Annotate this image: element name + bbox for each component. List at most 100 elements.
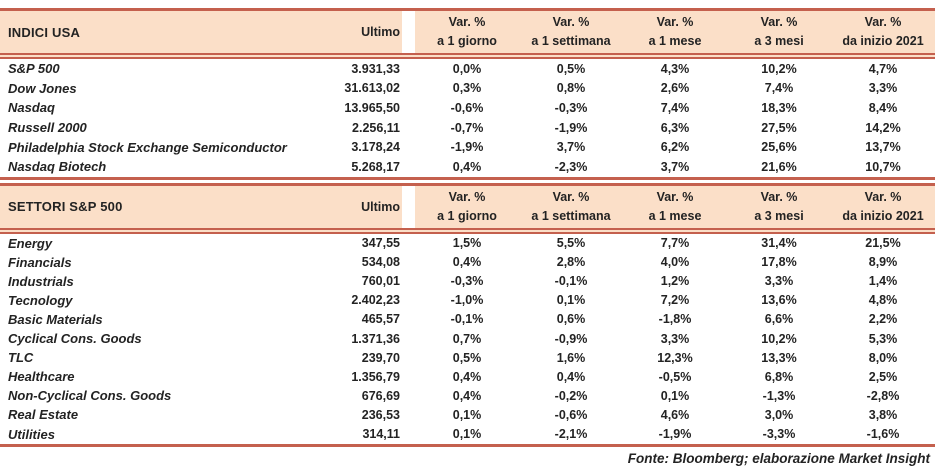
- table-row: Philadelphia Stock Exchange Semiconducto…: [0, 137, 935, 157]
- var-value: -1,8%: [658, 312, 692, 327]
- var-value: 0,7%: [452, 331, 482, 346]
- row-label: Nasdaq Biotech: [8, 159, 107, 175]
- table-row: Russell 2000 2.256,11 -0,7% -1,9% 6,3% 27,5% 1…: [0, 118, 935, 138]
- var-value: -0,3%: [554, 100, 588, 115]
- period-label: a 1 mese: [648, 34, 702, 48]
- table-row: S&P 500 3.931,33 0,0% 0,5% 4,3% 10,2% 4,7%: [0, 59, 935, 79]
- var-value: 6,8%: [764, 369, 794, 384]
- var-label: Var. %: [552, 189, 590, 204]
- var-value: 8,0%: [868, 350, 898, 365]
- period-label: da inizio 2021: [842, 208, 924, 223]
- var-value: 6,6%: [764, 312, 794, 327]
- var-value: 0,1%: [556, 293, 586, 308]
- var-value: 0,4%: [452, 159, 482, 174]
- var-value: 4,6%: [660, 407, 690, 422]
- var-value: 0,4%: [452, 255, 482, 270]
- var-value: -0,7%: [450, 120, 484, 135]
- row-label: Basic Materials: [8, 311, 103, 327]
- ultimo-value: 239,70: [361, 350, 400, 365]
- row-label: Philadelphia Stock Exchange Semiconducto…: [8, 139, 287, 155]
- column-header-var-3-mesi: Var. % a 3 mesi: [727, 11, 831, 53]
- var-value: 0,4%: [452, 369, 482, 384]
- var-value: 13,3%: [761, 350, 797, 365]
- var-value: 0,1%: [452, 427, 482, 442]
- var-value: 6,2%: [660, 140, 690, 155]
- period-label: a 3 mesi: [754, 34, 804, 48]
- var-value: 3,3%: [868, 81, 898, 96]
- var-label: Var. %: [760, 189, 798, 204]
- table-row: Tecnology 2.402,23 -1,0% 0,1% 7,2% 13,6% 4,8%: [0, 291, 935, 310]
- table-row: Cyclical Cons. Goods 1.371,36 0,7% -0,9% 3,3…: [0, 329, 935, 348]
- var-value: 3,7%: [556, 140, 586, 155]
- ultimo-value: 1.371,36: [351, 331, 400, 346]
- row-label: Nasdaq: [8, 100, 55, 116]
- indici-usa-body: S&P 500 3.931,33 0,0% 0,5% 4,3% 10,2% 4,7% Dow …: [0, 59, 935, 180]
- column-header-var-1-giorno: Var. % a 1 giorno: [415, 11, 519, 53]
- period-label: a 1 settimana: [531, 208, 611, 223]
- var-value: 0,4%: [452, 388, 482, 403]
- column-header-var-inizio-2021: Var. % da inizio 2021: [831, 11, 935, 53]
- var-value: 21,6%: [761, 159, 797, 174]
- column-header-var-1-settimana: Var. % a 1 settimana: [519, 185, 623, 228]
- row-label: Non-Cyclical Cons. Goods: [8, 388, 172, 404]
- column-header-var-1-settimana: Var. % a 1 settimana: [519, 11, 623, 53]
- column-header-var-1-mese: Var. % a 1 mese: [623, 11, 727, 53]
- indici-usa-table: INDICI USA Ultimo Var. % a 1 giorno Var.…: [0, 8, 935, 180]
- var-value: 31,4%: [761, 236, 797, 251]
- ultimo-value: 3.178,24: [351, 140, 400, 155]
- var-value: -2,3%: [554, 159, 588, 174]
- ultimo-value: 465,57: [361, 312, 400, 327]
- var-value: 0,0%: [452, 61, 482, 76]
- table-row: TLC 239,70 0,5% 1,6% 12,3% 13,3% 8,0%: [0, 348, 935, 367]
- var-label: Var. %: [864, 189, 902, 204]
- var-value: -0,5%: [658, 369, 692, 384]
- var-value: 1,5%: [452, 236, 482, 251]
- var-value: -0,1%: [554, 274, 588, 289]
- var-value: -1,3%: [762, 388, 796, 403]
- var-value: 3,8%: [868, 407, 898, 422]
- var-value: -0,6%: [554, 407, 588, 422]
- var-value: -1,6%: [866, 427, 900, 442]
- var-value: 4,7%: [868, 61, 898, 76]
- ultimo-value: 3.931,33: [351, 61, 400, 76]
- column-header-ultimo: Ultimo: [320, 185, 402, 228]
- row-label: Utilities: [8, 426, 55, 442]
- row-label: Russell 2000: [8, 120, 87, 136]
- var-value: 0,8%: [556, 81, 586, 96]
- double-rule: [0, 227, 935, 234]
- var-value: -1,9%: [554, 120, 588, 135]
- ultimo-value: 676,69: [361, 388, 400, 403]
- column-header-var-inizio-2021: Var. % da inizio 2021: [831, 185, 935, 228]
- var-value: 10,2%: [761, 61, 797, 76]
- var-value: 4,0%: [660, 255, 690, 270]
- var-value: 13,6%: [761, 293, 797, 308]
- table-title: SETTORI S&P 500: [0, 185, 320, 228]
- var-value: 14,2%: [865, 120, 901, 135]
- ultimo-value: 13.965,50: [344, 100, 400, 115]
- column-header-var-3-mesi: Var. % a 3 mesi: [727, 185, 831, 228]
- var-value: 4,3%: [660, 61, 690, 76]
- ultimo-value: 534,08: [361, 255, 400, 270]
- period-label: da inizio 2021: [842, 34, 924, 48]
- var-value: 7,4%: [660, 100, 690, 115]
- var-label: Var. %: [656, 15, 694, 30]
- var-value: 7,4%: [764, 81, 794, 96]
- settori-sp500-header-row: SETTORI S&P 500 Ultimo Var. % a 1 giorno…: [0, 182, 935, 228]
- var-value: 17,8%: [761, 255, 797, 270]
- table-row: Industrials 760,01 -0,3% -0,1% 1,2% 3,3% 1,4%: [0, 272, 935, 291]
- var-label: Var. %: [448, 189, 486, 204]
- ultimo-value: 2.402,23: [351, 293, 400, 308]
- var-value: 3,7%: [660, 159, 690, 174]
- var-value: 3,0%: [764, 407, 794, 422]
- table-row: Financials 534,08 0,4% 2,8% 4,0% 17,8% 8,9%: [0, 253, 935, 272]
- ultimo-value: 236,53: [361, 407, 400, 422]
- row-label: Energy: [8, 235, 53, 251]
- var-value: 2,6%: [660, 81, 690, 96]
- var-value: 0,4%: [556, 369, 586, 384]
- var-value: 0,5%: [556, 61, 586, 76]
- var-value: 1,4%: [868, 274, 898, 289]
- var-value: 0,1%: [660, 388, 690, 403]
- ultimo-value: 760,01: [361, 274, 400, 289]
- period-label: a 3 mesi: [754, 208, 804, 223]
- table-row: Utilities 314,11 0,1% -2,1% -1,9% -3,3% -1,6%: [0, 425, 935, 444]
